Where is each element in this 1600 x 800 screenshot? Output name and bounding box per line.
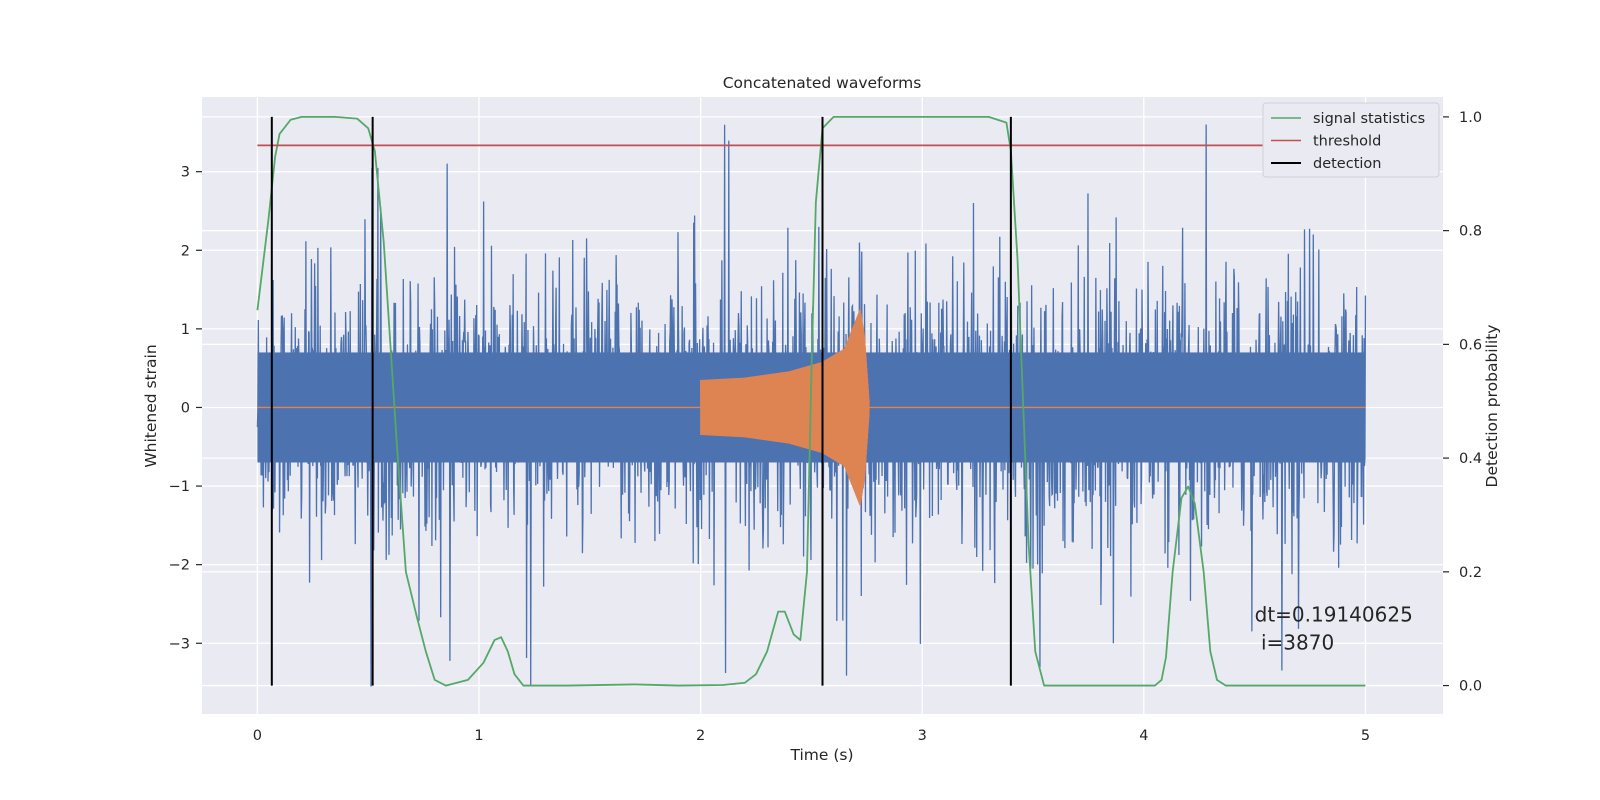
legend-label-0: signal statistics xyxy=(1313,111,1425,127)
annotation-i: i=3870 xyxy=(1255,631,1335,655)
annotation-dt: dt=0.19140625 xyxy=(1255,602,1413,626)
y-tick-label: −2 xyxy=(169,558,190,574)
annotations: dt=0.19140625 i=3870 xyxy=(1255,602,1413,654)
signal-statistics-line xyxy=(256,116,1366,687)
legend-frame xyxy=(1262,102,1440,178)
x-tick-label: 5 xyxy=(1361,728,1370,744)
x-tick-label: 2 xyxy=(696,728,705,744)
y2-tick-label: 0.4 xyxy=(1459,451,1482,467)
y2-tick-label: 0.2 xyxy=(1459,565,1482,581)
y-tick-label: 1 xyxy=(181,322,190,338)
y-tick-label: −1 xyxy=(169,479,190,495)
y2-axis-label: Detection probability xyxy=(1483,325,1501,488)
injected-waveform-envelope xyxy=(700,323,870,491)
x-tick-label: 3 xyxy=(918,728,927,744)
axis-ticks: 0 1 2 3 4 5 −3 −2 −1 0 1 2 3 0.0 0.2 0.4 0.6 0.8 1.0 xyxy=(169,110,1482,744)
y-tick-label: −3 xyxy=(169,636,190,652)
legend: signal statistics threshold detection xyxy=(1262,102,1440,178)
legend-label-1: threshold xyxy=(1313,134,1381,150)
y-tick-label: 2 xyxy=(181,243,190,259)
x-tick-label: 1 xyxy=(474,728,483,744)
legend-label-2: detection xyxy=(1313,156,1381,172)
injected-waveform-line xyxy=(699,309,870,506)
probability-series xyxy=(256,116,1366,687)
y2-tick-label: 0.6 xyxy=(1459,337,1482,353)
chart-title: Concatenated waveforms xyxy=(723,74,922,92)
y-tick-label: 0 xyxy=(181,400,190,416)
x-tick-label: 4 xyxy=(1139,728,1148,744)
y2-tick-label: 0.0 xyxy=(1459,679,1482,695)
y2-tick-label: 1.0 xyxy=(1459,110,1482,126)
y2-tick-label: 0.8 xyxy=(1459,224,1482,240)
y-axis-label: Whitened strain xyxy=(142,344,160,467)
x-axis-label: Time (s) xyxy=(789,746,853,764)
x-tick-label: 0 xyxy=(253,728,262,744)
y-tick-label: 3 xyxy=(181,165,190,181)
